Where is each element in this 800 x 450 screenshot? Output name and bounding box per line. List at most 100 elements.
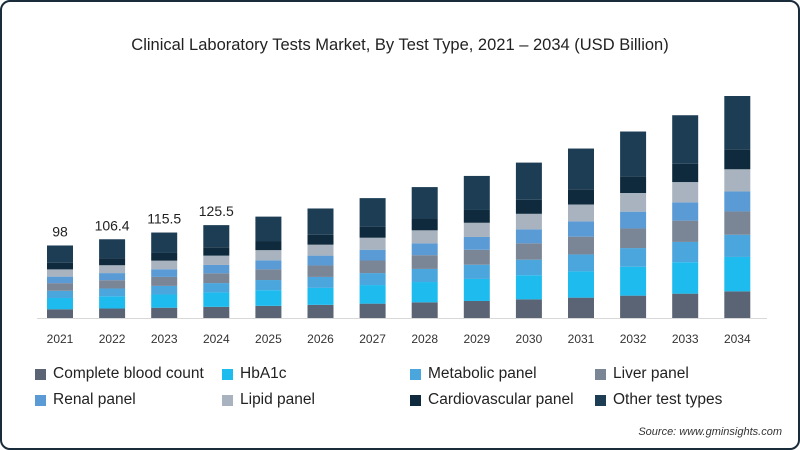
bar-segment-complete-blood-count <box>99 308 126 318</box>
x-tick-label: 2024 <box>203 332 230 346</box>
legend-label: Lipid panel <box>240 391 315 408</box>
bar-segment-metabolic-panel <box>411 268 438 283</box>
bar-segment-cardiovascular-panel <box>359 226 386 238</box>
bar-segment-cardiovascular-panel <box>307 234 334 245</box>
bar-segment-hba1c <box>568 271 594 298</box>
bar-segment-liver-panel <box>411 255 438 269</box>
bar-segment-liver-panel <box>463 249 490 265</box>
bar-segment-lipid-panel <box>203 255 230 265</box>
bar-segment-metabolic-panel <box>203 283 230 293</box>
bar-segment-metabolic-panel <box>47 290 73 299</box>
legend-item: Liver panel <box>595 365 689 383</box>
bar-segment-metabolic-panel <box>307 276 334 288</box>
x-tick-label: 2031 <box>568 332 595 346</box>
bar-segment-cardiovascular-panel <box>255 241 282 251</box>
bar-segment-hba1c <box>307 287 334 305</box>
legend-item: Metabolic panel <box>410 365 537 383</box>
x-tick-label: 2032 <box>620 332 647 346</box>
total-data-label: 115.5 <box>147 211 181 227</box>
total-data-label: 106.4 <box>95 217 130 233</box>
legend-label: Liver panel <box>613 365 689 382</box>
legend-swatch <box>35 368 46 380</box>
bar-segment-renal-panel <box>203 264 230 274</box>
bar-segment-lipid-panel <box>307 244 334 256</box>
bar-segment-complete-blood-count <box>724 291 751 318</box>
legend-item: Complete blood count <box>35 365 204 383</box>
chart-title: Clinical Laboratory Tests Market, By Tes… <box>131 36 669 54</box>
x-tick-label: 2027 <box>359 332 386 346</box>
bar-segment-hba1c <box>411 282 438 303</box>
total-data-label: 125.5 <box>199 203 234 219</box>
legend-swatch <box>35 394 46 406</box>
legend-item: Other test types <box>595 391 722 409</box>
bar-segment-cardiovascular-panel <box>151 252 178 261</box>
bar-segment-complete-blood-count <box>568 297 594 318</box>
bar-segment-lipid-panel <box>255 250 282 261</box>
bar-segment-liver-panel <box>307 265 334 277</box>
bar-segment-hba1c <box>515 275 542 300</box>
bar-segment-hba1c <box>724 256 751 292</box>
bar-segment-metabolic-panel <box>99 288 126 297</box>
bar-segment-liver-panel <box>151 276 178 286</box>
bar-segment-liver-panel <box>724 211 751 235</box>
bar-segment-lipid-panel <box>411 230 438 244</box>
bar-segment-lipid-panel <box>515 213 542 230</box>
source-note: Source: www.gminsights.com <box>638 426 782 438</box>
bar-segment-liver-panel <box>568 236 594 255</box>
bar-segment-lipid-panel <box>620 193 647 212</box>
bar-segment-other-test-types <box>307 208 334 235</box>
bar-segment-metabolic-panel <box>515 259 542 276</box>
legend-item: Lipid panel <box>222 391 315 409</box>
bar-segment-complete-blood-count <box>515 299 542 318</box>
x-tick-label: 2030 <box>516 332 543 346</box>
bar-segment-metabolic-panel <box>568 254 594 272</box>
bar-segment-renal-panel <box>47 276 73 284</box>
bar-segment-hba1c <box>203 292 230 307</box>
bar-segment-hba1c <box>255 290 282 306</box>
bar-segment-hba1c <box>151 294 178 308</box>
bar-segment-metabolic-panel <box>724 234 751 257</box>
bar-segment-renal-panel <box>151 269 178 277</box>
bar-segment-renal-panel <box>411 243 438 256</box>
bar-segment-metabolic-panel <box>620 248 647 267</box>
bar-segment-hba1c <box>99 296 126 309</box>
bar-segment-renal-panel <box>515 229 542 244</box>
bar-segment-cardiovascular-panel <box>463 209 490 223</box>
bar-segment-liver-panel <box>99 280 126 289</box>
x-tick-label: 2025 <box>255 332 282 346</box>
bar-segment-other-test-types <box>151 232 178 253</box>
bar-segment-complete-blood-count <box>203 306 230 318</box>
bar-segment-cardiovascular-panel <box>47 262 73 270</box>
bar-segment-lipid-panel <box>359 237 386 250</box>
x-tick-label: 2029 <box>463 332 490 346</box>
legend-swatch <box>595 394 606 406</box>
bar-segment-lipid-panel <box>672 182 699 203</box>
total-data-label: 98 <box>52 223 68 239</box>
legend-label: Metabolic panel <box>428 365 537 382</box>
bar-segment-cardiovascular-panel <box>203 247 230 256</box>
legend-label: Complete blood count <box>53 365 204 382</box>
bar-segment-cardiovascular-panel <box>672 163 699 183</box>
x-tick-label: 2028 <box>411 332 438 346</box>
bar-segment-hba1c <box>463 278 490 301</box>
bar-segment-cardiovascular-panel <box>620 176 647 194</box>
bar-segment-other-test-types <box>568 148 594 190</box>
bar-segment-metabolic-panel <box>359 273 386 286</box>
bar-segment-hba1c <box>672 262 699 294</box>
bar-segment-renal-panel <box>463 236 490 250</box>
bar-segment-complete-blood-count <box>151 307 178 318</box>
bar-segment-renal-panel <box>359 249 386 261</box>
bar-segment-cardiovascular-panel <box>568 189 594 205</box>
legend-swatch <box>222 368 233 380</box>
bar-segment-other-test-types <box>203 225 230 248</box>
legend-swatch <box>410 368 421 380</box>
legend-swatch <box>410 394 421 406</box>
x-tick-label: 2033 <box>672 332 699 346</box>
x-tick-label: 2026 <box>307 332 334 346</box>
legend-label: Other test types <box>613 391 723 408</box>
bar-segment-liver-panel <box>203 273 230 284</box>
bar-segment-metabolic-panel <box>255 280 282 291</box>
bar-segment-other-test-types <box>515 162 542 200</box>
bar-segment-complete-blood-count <box>411 302 438 318</box>
